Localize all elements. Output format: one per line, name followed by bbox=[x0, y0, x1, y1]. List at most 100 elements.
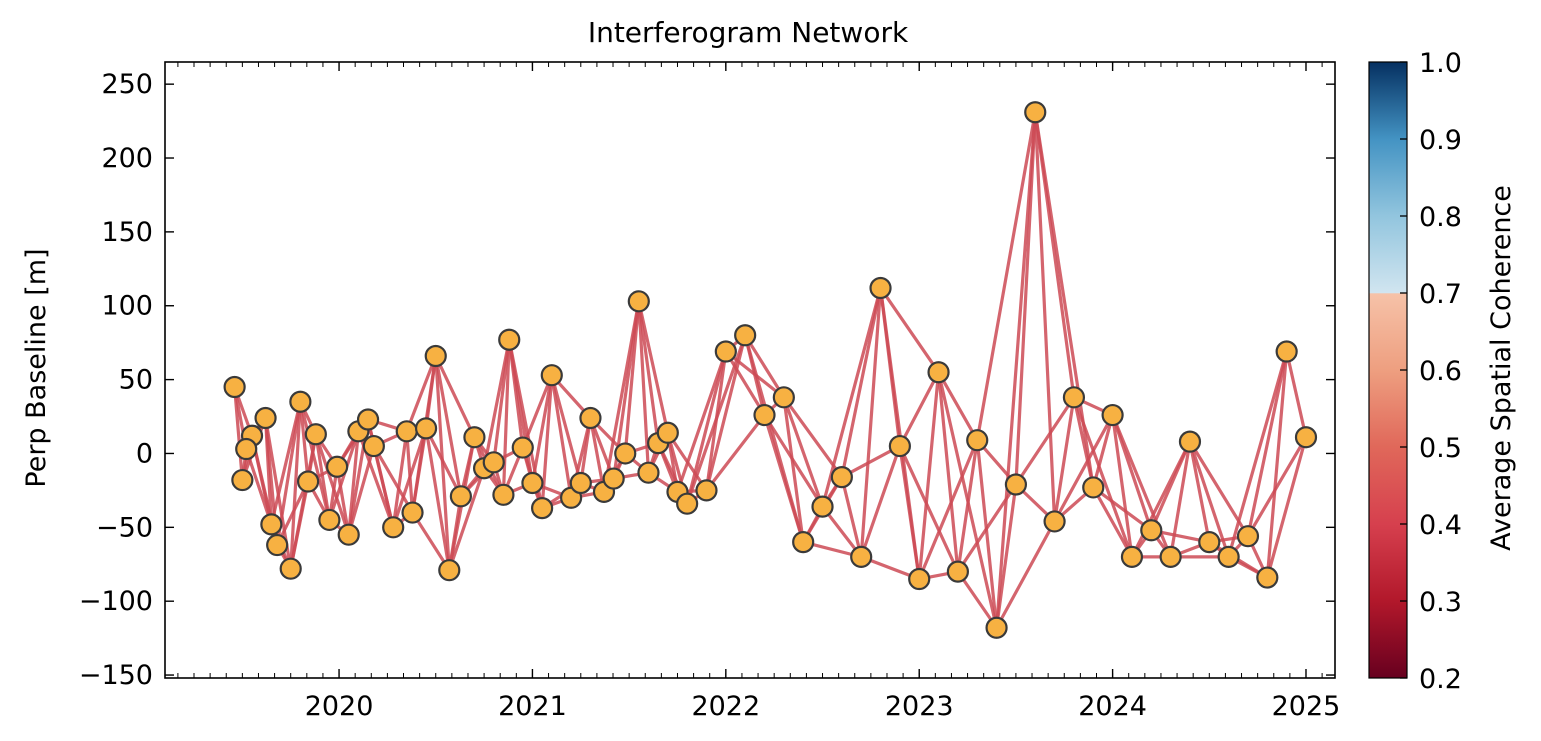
network-edge bbox=[1188, 440, 1211, 544]
network-edge bbox=[704, 349, 728, 492]
acquisition-point bbox=[985, 616, 1008, 639]
acquisition-point bbox=[223, 375, 246, 399]
network-edge bbox=[1072, 395, 1095, 490]
network-edge bbox=[637, 299, 670, 435]
network-edge bbox=[327, 429, 360, 522]
network-edge bbox=[434, 354, 477, 439]
y-tick-label: −100 bbox=[79, 586, 153, 617]
acquisition-point bbox=[414, 417, 438, 440]
acquisition-point bbox=[1043, 510, 1066, 533]
acquisition-point bbox=[714, 340, 737, 363]
network-edge bbox=[782, 395, 825, 509]
colorbar-label: Average Spatial Coherence bbox=[1486, 185, 1517, 551]
acquisition-point bbox=[888, 434, 911, 458]
y-tick-label: 250 bbox=[101, 69, 153, 100]
network-edge bbox=[550, 373, 583, 485]
colorbar-tick-label: 0.8 bbox=[1419, 202, 1462, 233]
acquisition-point bbox=[1004, 473, 1028, 496]
network-nodes bbox=[223, 101, 1318, 639]
acquisition-point bbox=[656, 421, 679, 444]
acquisition-point bbox=[850, 545, 873, 568]
network-edge bbox=[521, 373, 554, 450]
plot-frame bbox=[164, 61, 1336, 679]
colorbar-tick-label: 0.6 bbox=[1419, 356, 1462, 387]
network-edge bbox=[314, 432, 351, 537]
network-edge bbox=[1265, 349, 1289, 580]
network-edge bbox=[434, 354, 463, 498]
y-tick-label: 100 bbox=[101, 291, 153, 322]
acquisition-point bbox=[235, 437, 258, 461]
acquisition-point bbox=[1159, 545, 1182, 568]
acquisition-point bbox=[401, 501, 424, 524]
acquisition-point bbox=[279, 557, 302, 580]
acquisition-point bbox=[362, 434, 385, 458]
acquisition-point bbox=[424, 344, 447, 368]
acquisition-point bbox=[637, 461, 660, 484]
acquisition-point bbox=[1275, 340, 1298, 363]
y-axis-label: Perp Baseline [m] bbox=[21, 248, 52, 487]
network-edge bbox=[898, 370, 941, 448]
acquisition-point bbox=[676, 492, 699, 515]
network-edges bbox=[233, 110, 1308, 630]
acquisition-point bbox=[356, 408, 380, 431]
acquisition-point bbox=[946, 560, 969, 583]
acquisition-point bbox=[1062, 386, 1086, 409]
network-edge bbox=[1285, 349, 1308, 439]
acquisition-point bbox=[1198, 530, 1221, 554]
network-edge bbox=[372, 444, 415, 515]
acquisition-point bbox=[260, 513, 283, 536]
network-edge bbox=[637, 299, 660, 445]
x-tick-label: 2021 bbox=[498, 691, 567, 722]
acquisition-point bbox=[569, 471, 592, 495]
colorbar-tick-label: 0.9 bbox=[1419, 125, 1462, 156]
y-tick-label: −50 bbox=[96, 512, 153, 543]
acquisition-point bbox=[753, 403, 776, 427]
acquisition-point bbox=[1256, 566, 1279, 589]
network-edge bbox=[994, 519, 1057, 630]
acquisition-point bbox=[492, 483, 515, 506]
network-edge bbox=[1014, 395, 1076, 487]
network-edge bbox=[878, 286, 941, 374]
acquisition-point bbox=[627, 290, 650, 313]
network-edge bbox=[1227, 349, 1289, 559]
network-edge bbox=[1033, 110, 1057, 524]
network-edge bbox=[820, 286, 883, 509]
y-tick-label: 50 bbox=[119, 365, 153, 396]
acquisition-point bbox=[289, 390, 312, 413]
acquisition-point bbox=[579, 406, 602, 430]
network-edge bbox=[762, 413, 805, 544]
x-tick-label: 2024 bbox=[1078, 691, 1147, 722]
network-edge bbox=[1091, 413, 1115, 490]
network-edge bbox=[410, 510, 451, 572]
network-edge bbox=[424, 354, 438, 430]
network-edge bbox=[675, 349, 728, 494]
network-edge bbox=[782, 395, 805, 544]
network-edge bbox=[956, 570, 999, 630]
acquisition-point bbox=[1120, 545, 1144, 568]
acquisition-point bbox=[254, 406, 277, 430]
network-edge bbox=[1111, 413, 1134, 559]
network-edge bbox=[724, 349, 767, 417]
x-tick-label: 2023 bbox=[885, 691, 954, 722]
acquisition-point bbox=[1024, 101, 1047, 124]
x-tick-label: 2022 bbox=[691, 691, 760, 722]
colorbar-ticks: 1.0 0.9 0.8 0.7 0.6 0.5 0.4 0.3 0.2 bbox=[1400, 48, 1462, 695]
network-edge bbox=[1014, 110, 1037, 487]
x-tick-label: 2025 bbox=[1272, 691, 1341, 722]
network-edge bbox=[372, 444, 395, 529]
network-edge bbox=[743, 333, 786, 399]
network-edge bbox=[840, 475, 863, 559]
y-tick-label: 0 bbox=[136, 438, 153, 469]
acquisition-point bbox=[382, 516, 405, 539]
network-edge bbox=[1246, 349, 1289, 538]
network-edge bbox=[1188, 440, 1231, 559]
acquisition-point bbox=[602, 467, 625, 490]
network-edge bbox=[898, 444, 921, 581]
acquisition-point bbox=[1217, 545, 1240, 568]
y-tick-label: 200 bbox=[101, 143, 153, 174]
acquisition-point bbox=[326, 455, 349, 478]
acquisition-point bbox=[498, 328, 521, 351]
acquisition-point bbox=[695, 479, 718, 502]
network-edge bbox=[335, 465, 351, 537]
acquisition-point bbox=[1294, 426, 1318, 449]
